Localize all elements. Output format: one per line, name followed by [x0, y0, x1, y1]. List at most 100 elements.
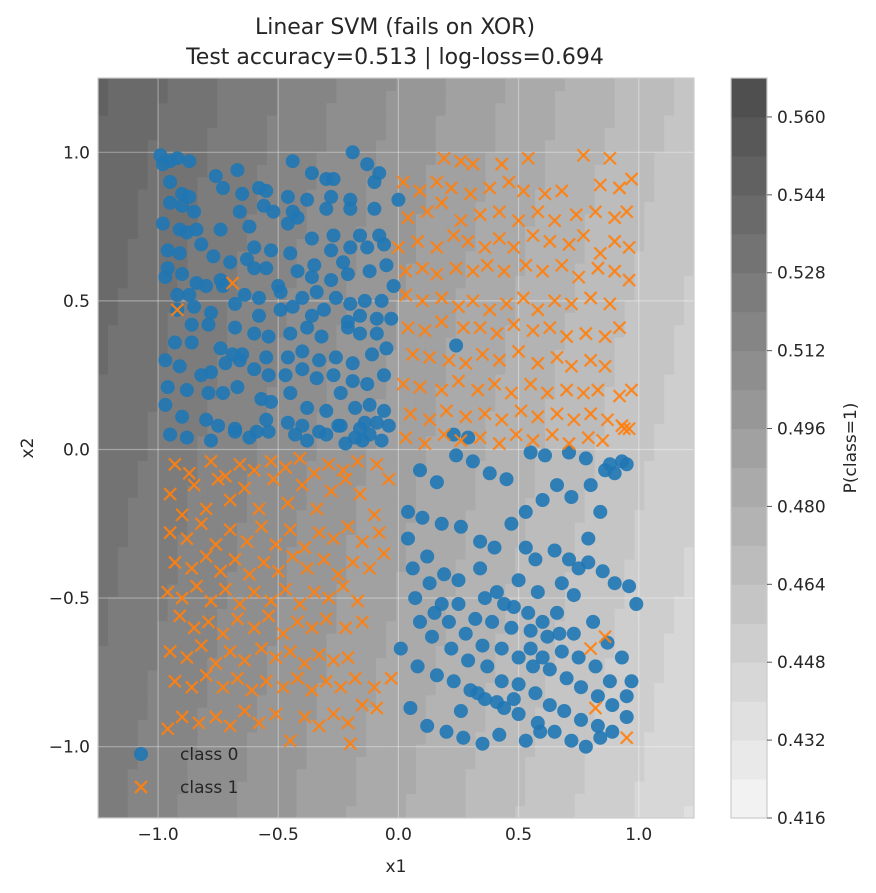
- surface-cell: [247, 657, 258, 671]
- surface-cell: [584, 522, 596, 535]
- surface-cell: [545, 682, 556, 696]
- surface-cell: [634, 694, 645, 708]
- surface-cell: [326, 78, 337, 91]
- surface-cell: [614, 78, 626, 91]
- surface-cell: [485, 756, 496, 770]
- surface-cell: [207, 374, 218, 387]
- surface-cell: [326, 164, 337, 178]
- surface-cell: [664, 670, 675, 683]
- surface-cell: [376, 497, 387, 511]
- point-class-1: [187, 478, 201, 492]
- x-axis-label: x1: [386, 857, 407, 877]
- surface-cell: [604, 707, 616, 720]
- surface-cell: [127, 176, 139, 190]
- surface-cell: [336, 546, 347, 560]
- surface-cell: [445, 559, 457, 572]
- surface-cell: [167, 386, 179, 400]
- surface-cell: [644, 78, 655, 91]
- surface-cell: [654, 411, 665, 424]
- point-class-1: [187, 621, 201, 635]
- surface-cell: [167, 213, 179, 227]
- surface-cell: [247, 793, 258, 807]
- surface-cell: [554, 805, 566, 818]
- surface-cell: [197, 189, 208, 202]
- legend: class 0 class 1: [134, 745, 238, 798]
- surface-cell: [415, 633, 427, 646]
- surface-cell: [247, 300, 258, 313]
- surface-cell: [117, 238, 129, 252]
- surface-cell: [425, 176, 437, 190]
- surface-cell: [286, 583, 298, 597]
- surface-cell: [296, 768, 308, 782]
- surface-cell: [435, 694, 447, 708]
- surface-cell: [674, 509, 685, 523]
- surface-cell: [475, 509, 486, 523]
- surface-cell: [554, 423, 566, 437]
- surface-cell: [256, 571, 268, 585]
- surface-cell: [237, 731, 248, 745]
- surface-cell: [276, 102, 288, 116]
- surface-cell: [217, 509, 228, 523]
- surface-cell: [237, 386, 248, 400]
- surface-cell: [217, 756, 228, 770]
- surface-cell: [276, 534, 288, 548]
- surface-cell: [217, 189, 228, 202]
- surface-cell: [405, 201, 417, 215]
- surface-cell: [167, 115, 179, 128]
- surface-cell: [405, 250, 417, 264]
- surface-cell: [445, 534, 457, 548]
- surface-cell: [316, 213, 328, 227]
- surface-cell: [296, 472, 308, 486]
- point-class-0: [369, 326, 384, 341]
- surface-cell: [574, 90, 586, 104]
- surface-cell: [455, 411, 467, 424]
- point-class-0: [324, 273, 339, 288]
- surface-cell: [525, 349, 536, 363]
- surface-cell: [604, 102, 616, 116]
- surface-cell: [574, 411, 586, 424]
- surface-cell: [396, 657, 407, 671]
- point-class-0: [557, 704, 572, 718]
- surface-cell: [465, 793, 477, 807]
- surface-cell: [217, 287, 228, 301]
- surface-cell: [634, 620, 645, 634]
- surface-cell: [554, 522, 566, 535]
- surface-cell: [336, 559, 347, 572]
- surface-cell: [674, 645, 685, 659]
- surface-cell: [545, 238, 556, 252]
- surface-cell: [435, 744, 447, 757]
- point-class-1: [355, 534, 370, 549]
- surface-cell: [485, 213, 496, 227]
- surface-cell: [197, 793, 208, 807]
- surface-cell: [495, 485, 506, 498]
- surface-cell: [107, 657, 119, 671]
- surface-cell: [157, 756, 169, 770]
- surface-cell: [644, 534, 655, 548]
- surface-cell: [227, 411, 238, 424]
- surface-cell: [505, 559, 516, 572]
- surface-cell: [684, 744, 694, 757]
- surface-cell: [425, 768, 437, 782]
- surface-cell: [326, 546, 337, 560]
- surface-cell: [326, 411, 337, 424]
- surface-cell: [396, 374, 407, 387]
- point-class-1: [184, 561, 199, 576]
- surface-cell: [425, 287, 437, 301]
- surface-cell: [346, 522, 357, 535]
- surface-cell: [356, 275, 367, 289]
- surface-cell: [684, 201, 694, 215]
- surface-cell: [535, 127, 546, 141]
- surface-cell: [247, 509, 258, 523]
- surface-cell: [515, 793, 526, 807]
- surface-cell: [107, 201, 119, 215]
- surface-cell: [465, 337, 477, 350]
- surface-cell: [366, 448, 377, 461]
- surface-cell: [674, 349, 685, 363]
- point-class-0: [528, 686, 543, 701]
- surface-cell: [614, 263, 626, 276]
- surface-cell: [674, 300, 685, 313]
- point-class-0: [379, 258, 394, 273]
- surface-cell: [187, 694, 198, 708]
- surface-cell: [455, 423, 467, 437]
- surface-cell: [654, 620, 665, 634]
